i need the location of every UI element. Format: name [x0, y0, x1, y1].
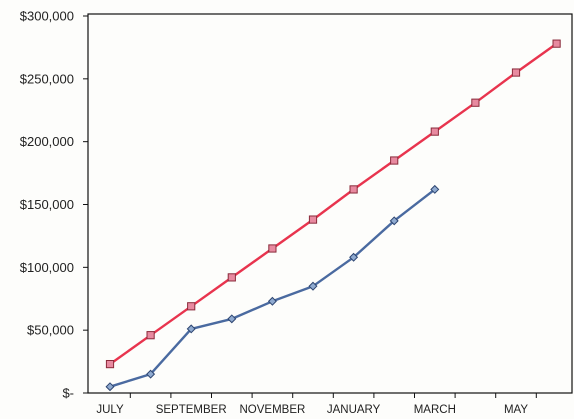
x-axis: JULY SEPTEMBER NOVEMBER JANUARY MARCH MAY — [96, 393, 537, 416]
diamond-marker — [227, 314, 237, 324]
y-tick-label: $50,000 — [27, 323, 74, 338]
series-line — [108, 188, 436, 388]
square-marker — [268, 244, 277, 253]
series-layer — [105, 39, 561, 392]
y-tick-label: $250,000 — [20, 71, 74, 86]
square-marker — [105, 359, 115, 369]
square-marker — [430, 127, 439, 136]
x-tick-label: MAY — [504, 404, 528, 416]
y-axis: $- $50,000 $100,000 $150,000 $200,000 $250,00… — [20, 9, 88, 401]
square-marker — [227, 273, 236, 282]
y-tick-label: $150,000 — [20, 197, 74, 212]
square-marker — [308, 215, 318, 224]
y-tick-label: $200,000 — [20, 134, 74, 149]
y-tick-label: $100,000 — [20, 260, 74, 275]
y-tick-label: $300,000 — [20, 9, 74, 24]
diamond-marker — [389, 216, 399, 226]
diamond-marker — [267, 296, 277, 306]
square-marker — [146, 331, 155, 340]
x-tick-label: MARCH — [414, 404, 456, 416]
x-tick-label: SEPTEMBER — [156, 404, 227, 416]
x-tick-label: JANUARY — [327, 404, 381, 416]
x-tick-label: NOVEMBER — [239, 404, 305, 416]
series-1 — [105, 39, 561, 369]
square-marker — [552, 39, 561, 48]
square-marker — [511, 68, 521, 77]
plot-area-border — [87, 13, 573, 394]
square-marker — [390, 156, 399, 165]
diamond-marker — [186, 324, 196, 334]
series-2 — [105, 184, 440, 392]
diamond-marker — [430, 184, 440, 194]
diamond-marker — [349, 252, 359, 262]
square-marker — [349, 185, 358, 194]
plot-area — [87, 13, 573, 394]
diamond-marker — [105, 382, 115, 392]
x-tick-label: JULY — [96, 404, 124, 416]
square-marker — [471, 98, 480, 107]
square-marker — [187, 302, 196, 311]
series-line — [108, 42, 558, 366]
diamond-marker — [146, 369, 156, 379]
diamond-marker — [308, 281, 318, 291]
y-tick-label: $- — [62, 386, 74, 401]
